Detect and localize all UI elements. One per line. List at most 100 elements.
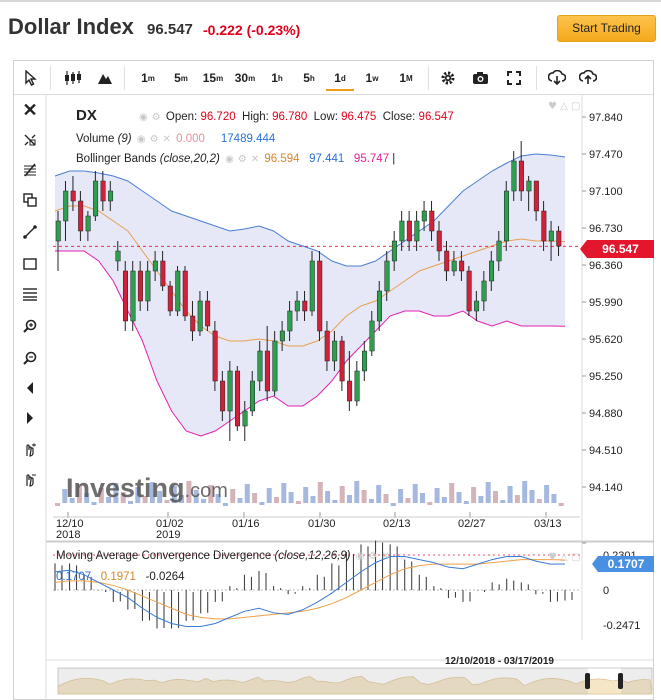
- volume-bar: [361, 490, 367, 503]
- candle-body: [242, 410, 248, 427]
- volume-bar: [295, 501, 301, 504]
- volume-bar: [252, 493, 258, 503]
- volume-bar: [544, 485, 550, 503]
- volume-bar: [171, 486, 177, 503]
- download-icon[interactable]: [547, 67, 567, 89]
- volume-bar: [193, 490, 199, 503]
- volume-bar: [135, 487, 141, 503]
- volume-bar: [244, 484, 250, 503]
- candle-body: [257, 350, 263, 382]
- candlestick-icon[interactable]: [62, 67, 84, 89]
- candle-body: [287, 310, 293, 332]
- eye-icon[interactable]: ◉: [225, 154, 234, 165]
- x-tick-label: 12/10: [56, 518, 84, 530]
- candle-body: [474, 300, 480, 312]
- volume-bar: [339, 486, 345, 503]
- eye-icon[interactable]: ◉: [136, 134, 146, 145]
- volume-bar: [120, 492, 126, 503]
- candle-body: [93, 180, 99, 217]
- close-small-icon[interactable]: ✕: [162, 134, 171, 145]
- mountain-chart-icon[interactable]: [94, 67, 116, 89]
- zoom-in-icon[interactable]: [21, 317, 39, 335]
- close-small-icon[interactable]: ✕: [250, 154, 260, 165]
- eye-icon[interactable]: ◉: [355, 551, 365, 562]
- volume-bar: [186, 481, 192, 503]
- volume-bar: [529, 490, 535, 503]
- fibonacci-icon[interactable]: [21, 161, 39, 179]
- scroll-left-icon[interactable]: [21, 379, 39, 397]
- settings-small-icon[interactable]: ⚙: [368, 551, 378, 562]
- candle-body: [414, 220, 420, 242]
- hand-up-icon[interactable]: [21, 441, 39, 459]
- candle-body: [466, 270, 472, 312]
- volume-bar: [463, 501, 469, 504]
- zoom-out-icon[interactable]: [21, 349, 39, 367]
- candle-body: [55, 220, 61, 242]
- candle-body: [167, 285, 173, 312]
- candle-body: [376, 290, 382, 322]
- x-tick-label: 02/27: [458, 518, 486, 530]
- rectangle-icon[interactable]: [21, 255, 39, 273]
- macd-value-tag: 0.1707: [592, 556, 654, 572]
- interval-30m[interactable]: 30 m: [234, 71, 256, 85]
- trendline-icon[interactable]: [21, 223, 39, 241]
- start-trading-button[interactable]: Start Trading: [557, 15, 656, 42]
- close-icon[interactable]: ✕: [22, 99, 38, 120]
- volume-bar: [303, 487, 309, 503]
- candle-body: [391, 240, 397, 262]
- candle-body: [548, 230, 554, 242]
- volume-bar: [106, 497, 112, 503]
- candle-body: [354, 370, 360, 402]
- volume-bar: [493, 491, 498, 503]
- navigator-mask-right: [621, 668, 652, 694]
- y-tick-label: 97.470: [589, 149, 623, 161]
- volume-bar: [441, 497, 447, 503]
- volume-bar: [398, 489, 404, 503]
- candle-body: [399, 220, 405, 242]
- interval-15m[interactable]: 15 m: [202, 71, 224, 85]
- eye-icon[interactable]: ◉: [139, 112, 148, 123]
- y-tick-label: 96.360: [589, 260, 623, 272]
- gear-icon[interactable]: [438, 67, 458, 89]
- close-small-icon[interactable]: ✕: [381, 551, 390, 562]
- settings-small-icon[interactable]: ⚙: [149, 134, 159, 145]
- settings-small-icon[interactable]: ⚙: [237, 154, 247, 165]
- upload-icon[interactable]: [578, 67, 598, 89]
- hand-reset-icon[interactable]: [21, 471, 39, 489]
- macd-axis-bottom: -0.2471: [603, 620, 641, 632]
- volume-bar: [347, 495, 352, 503]
- investing-watermark: Investing.com: [66, 473, 228, 503]
- x-tick-label: 02/13: [383, 518, 411, 530]
- y-tick-label: 96.730: [589, 223, 623, 235]
- fullscreen-icon[interactable]: [504, 67, 524, 89]
- candle-body: [145, 270, 151, 302]
- volume-bar: [558, 503, 564, 506]
- legend-ohlc: ◉ ⚙ Open: 96.720 High: 96.780 Low: 96.475…: [139, 111, 454, 123]
- candle-body: [235, 370, 241, 427]
- lines-icon[interactable]: [21, 285, 39, 303]
- navigator-handle-right: [618, 673, 623, 689]
- candle-body: [302, 300, 308, 312]
- candle-body: [518, 160, 524, 192]
- x-tick-year: 2019: [156, 529, 180, 541]
- copy-icon[interactable]: [21, 191, 39, 209]
- volume-bar: [376, 485, 382, 503]
- cursor-icon[interactable]: [22, 67, 40, 89]
- crosshair-erase-icon[interactable]: [21, 131, 39, 149]
- candle-body: [115, 250, 121, 262]
- volume-bar: [164, 500, 170, 503]
- settings-small-icon[interactable]: ⚙: [151, 112, 161, 123]
- volume-bar: [507, 486, 513, 503]
- scroll-right-icon[interactable]: [21, 409, 39, 427]
- candle-body: [384, 260, 390, 292]
- volume-bar: [456, 492, 462, 503]
- camera-icon[interactable]: [470, 67, 490, 89]
